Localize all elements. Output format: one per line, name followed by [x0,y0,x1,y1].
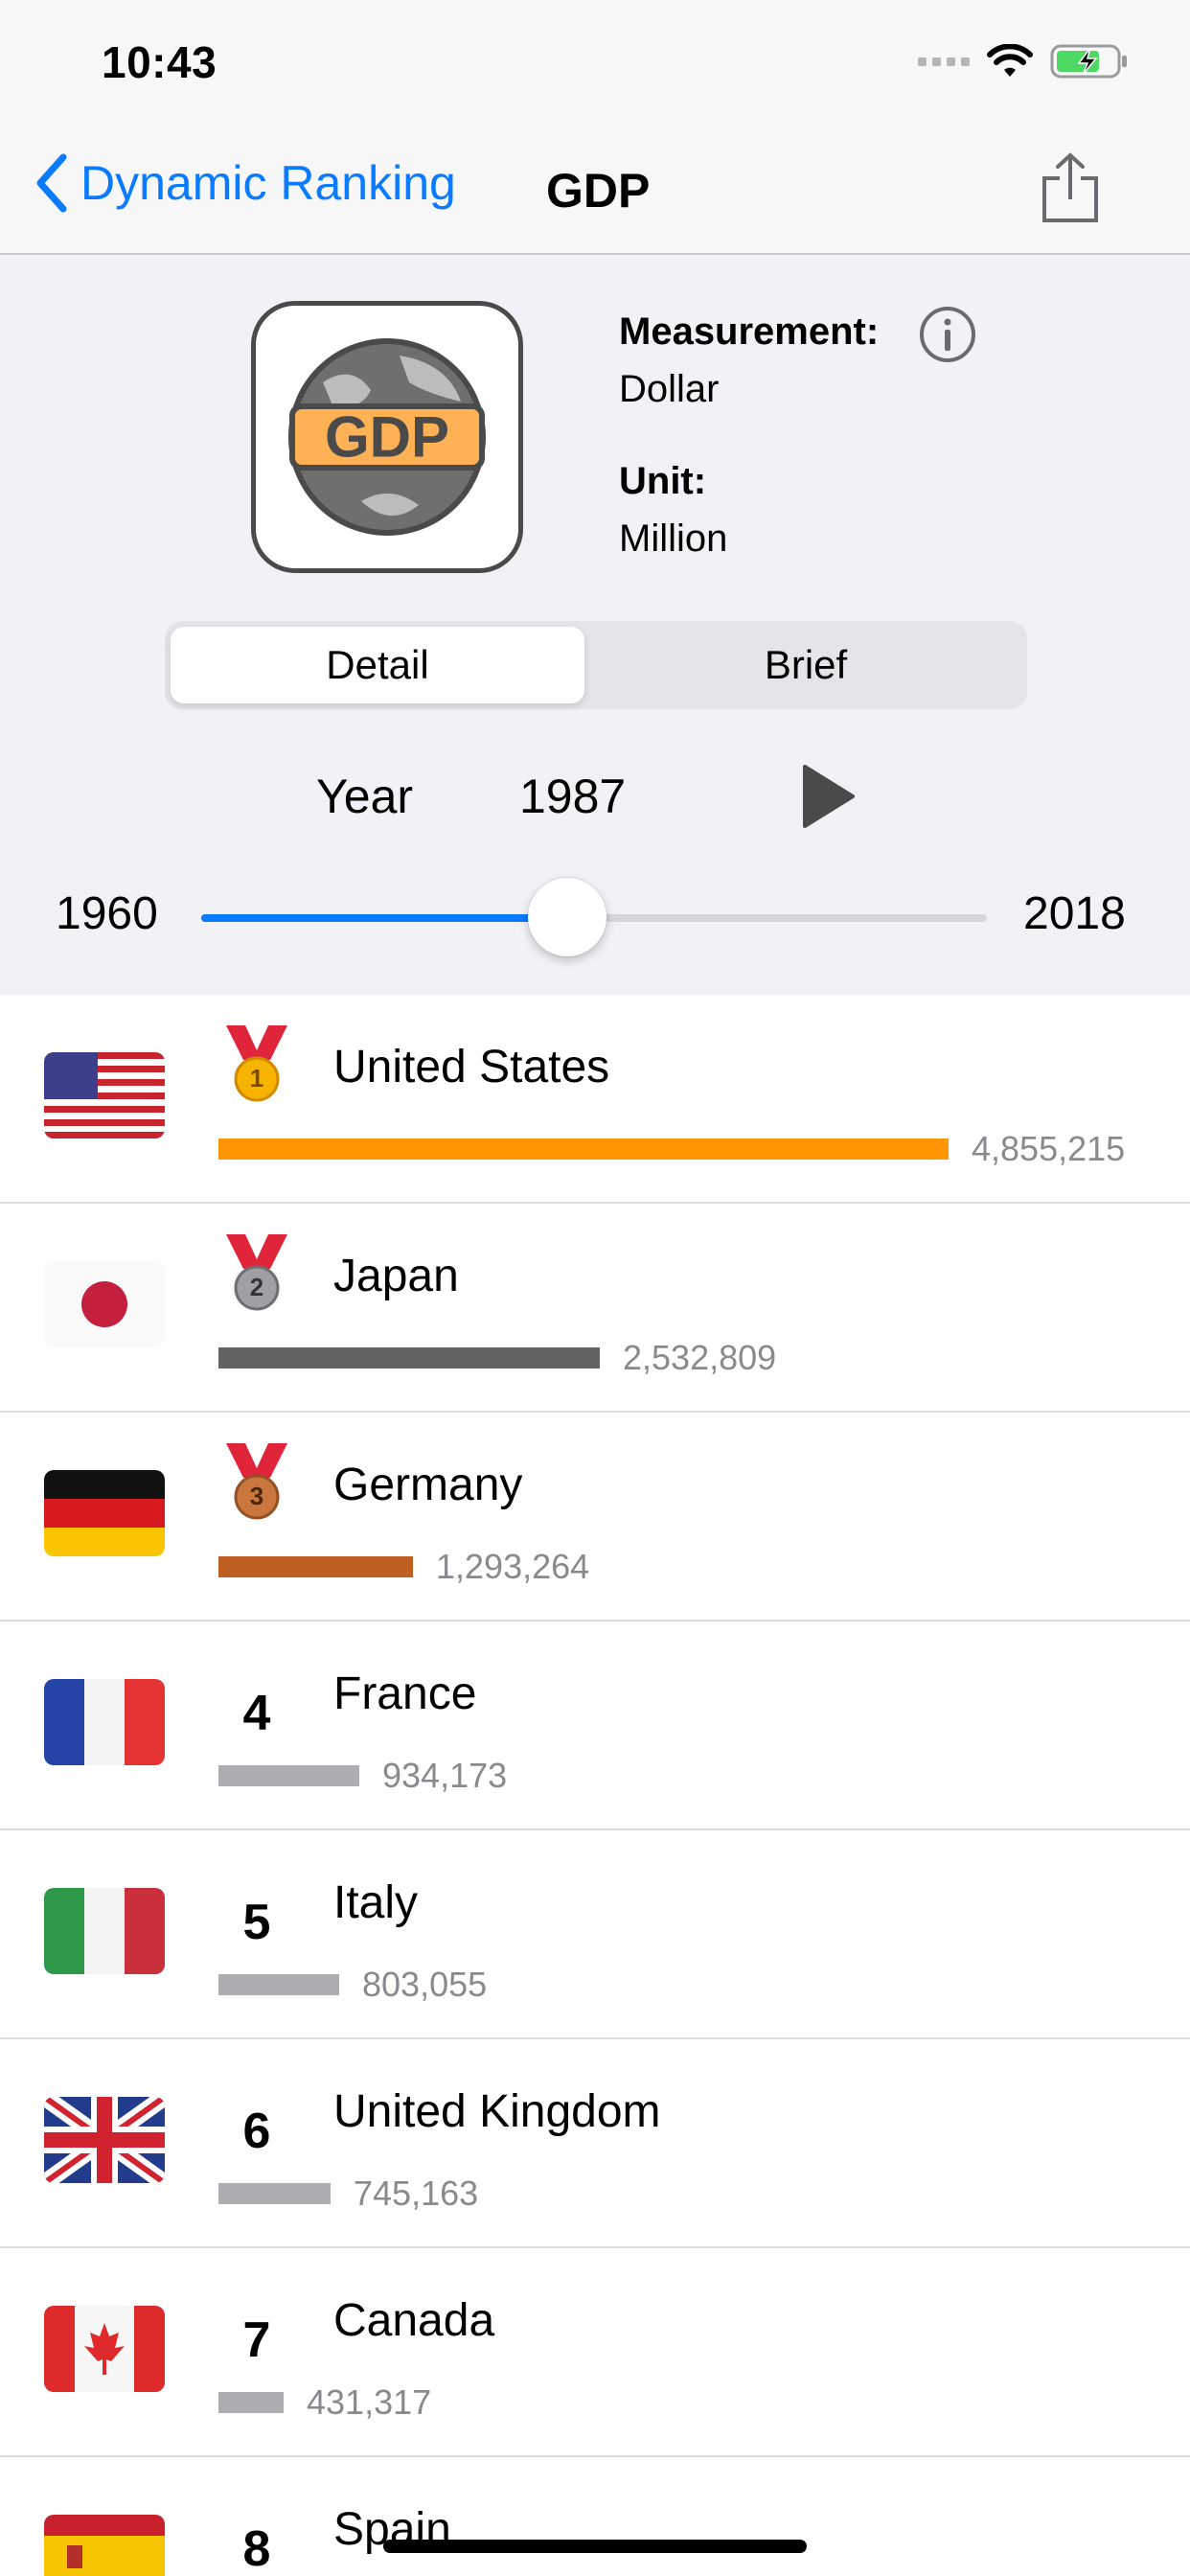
flag-japan-icon [44,1261,165,1347]
rank-badge: 6 [218,2066,295,2159]
gdp-bar [218,1974,339,1995]
home-indicator [383,2540,807,2553]
country-name: France [333,1668,477,1719]
rank-number: 6 [242,2104,271,2159]
rank-number: 7 [242,2312,271,2368]
gdp-value: 4,855,215 [972,1129,1126,1168]
gdp-bar [218,2392,284,2413]
wifi-icon [987,44,1033,77]
country-name: Japan [333,1251,459,1301]
gdp-bar [218,1138,949,1160]
gdp-value: 745,163 [354,2174,479,2213]
year-label: Year [316,770,414,823]
list-item[interactable]: 3 Germany 1,293,264 [0,1413,1190,1622]
year-slider-thumb[interactable] [527,878,606,956]
page-title: GDP [546,164,651,218]
flag-spain-icon [44,2515,165,2576]
flag-france-icon [44,1679,165,1765]
rank-number: 2 [249,1273,264,1301]
rank-badge: 7 [218,2275,295,2368]
country-name: Italy [333,1877,419,1928]
list-item[interactable]: 5 Italy 803,055 [0,1830,1190,2039]
rank-badge: 4 [218,1648,295,1741]
status-time: 10:43 [102,37,217,87]
country-name: Canada [333,2295,495,2346]
play-icon[interactable] [799,763,857,830]
top-bar: 10:43 Dynamic Ranking GDP [0,0,1190,255]
measurement-value: Dollar [619,368,720,410]
indicator-header: GDP Measurement: Dollar Unit: Million De… [0,255,1190,997]
gdp-logo: GDP [251,301,523,573]
measurement-label: Measurement: [619,310,880,353]
status-icons [918,42,1129,80]
gdp-value: 1,293,264 [436,1547,590,1586]
segment-detail[interactable]: Detail [171,627,584,703]
gdp-bar [218,1765,359,1786]
list-item[interactable]: 7 Canada 431,317 [0,2248,1190,2457]
unit-label: Unit: [619,460,707,502]
rank-badge: 1 [218,1022,295,1108]
share-icon[interactable] [1041,151,1100,224]
gdp-value: 803,055 [362,1965,488,2004]
year-slider-fill [201,914,567,922]
rank-number: 1 [249,1064,264,1092]
globe-icon [288,338,486,536]
rank-badge: 3 [218,1439,295,1526]
back-button[interactable]: Dynamic Ranking [34,153,456,213]
list-item[interactable]: 1 United States 4,855,215 [0,995,1190,1204]
gdp-value: 2,532,809 [623,1338,777,1377]
info-icon[interactable] [918,305,977,364]
gdp-bar [218,2183,331,2204]
gdp-value: 431,317 [307,2382,432,2422]
flag-canada-icon [44,2306,165,2392]
gdp-value: 934,173 [382,1756,508,1795]
rank-number: 8 [242,2521,271,2576]
gdp-bar [218,1556,413,1577]
rank-number: 4 [242,1686,271,1741]
rank-badge: 5 [218,1857,295,1950]
flag-united-kingdom-icon [44,2097,165,2183]
flag-germany-icon [44,1470,165,1556]
year-slider[interactable] [201,878,987,956]
chevron-left-icon [36,153,67,213]
list-item[interactable]: 8 Spain [0,2457,1190,2576]
list-item[interactable]: 4 France 934,173 [0,1622,1190,1830]
unit-value: Million [619,518,728,560]
flag-united-states-icon [44,1052,165,1138]
view-segmented-control: Detail Brief [165,621,1027,709]
country-name: United States [333,1042,610,1092]
ranking-list: 1 United States 4,855,215 2 Japan [0,995,1190,2576]
back-button-label: Dynamic Ranking [80,156,456,210]
flag-italy-icon [44,1888,165,1974]
slider-max-label: 2018 [1023,888,1126,939]
battery-charging-icon [1050,44,1127,79]
country-name: United Kingdom [333,2086,661,2137]
slider-min-label: 1960 [56,888,158,939]
bronze-medal-icon [226,1443,287,1520]
gdp-bar [218,1347,600,1368]
list-item[interactable]: 6 United Kingdom 745,163 [0,2039,1190,2248]
country-name: Germany [333,1460,523,1510]
gold-medal-icon [226,1025,287,1102]
gdp-logo-text: GDP [324,404,450,470]
rank-badge: 2 [218,1230,295,1317]
rank-number: 3 [249,1482,264,1510]
rank-number: 5 [242,1895,271,1950]
list-item[interactable]: 2 Japan 2,532,809 [0,1204,1190,1413]
segment-brief[interactable]: Brief [764,642,848,687]
silver-medal-icon [226,1234,287,1311]
cellular-signal-icon [918,57,970,66]
rank-badge: 8 [218,2484,295,2576]
year-value: 1987 [519,770,627,823]
